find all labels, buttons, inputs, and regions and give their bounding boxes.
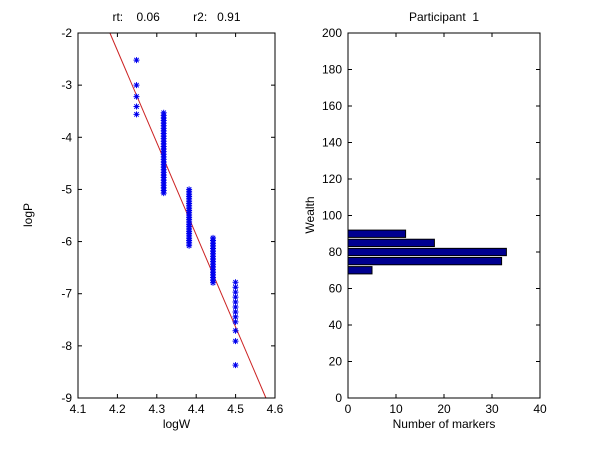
svg-text:0: 0 [335, 391, 342, 405]
right-plot-title: Participant 1 [408, 10, 480, 24]
svg-text:4.3: 4.3 [148, 402, 165, 416]
svg-text:100: 100 [322, 209, 342, 223]
svg-text:20: 20 [437, 402, 451, 416]
svg-text:4.6: 4.6 [267, 402, 284, 416]
svg-text:80: 80 [329, 245, 343, 259]
svg-text:140: 140 [322, 136, 342, 150]
right-xaxis-label: Number of markers [392, 417, 496, 431]
bar-wealth-80 [347, 247, 507, 257]
svg-text:60: 60 [329, 282, 343, 296]
svg-text:0: 0 [345, 402, 352, 416]
svg-text:-7: -7 [61, 287, 72, 301]
svg-text:-6: -6 [61, 235, 72, 249]
svg-text:-5: -5 [61, 182, 72, 196]
svg-text:4.4: 4.4 [188, 402, 205, 416]
svg-text:120: 120 [322, 172, 342, 186]
bar-wealth-70 [347, 266, 373, 275]
svg-text:200: 200 [322, 26, 342, 40]
svg-text:-8: -8 [61, 339, 72, 353]
svg-text:160: 160 [322, 99, 342, 113]
svg-text:30: 30 [485, 402, 499, 416]
svg-text:40: 40 [329, 318, 343, 332]
bar-wealth-85 [347, 238, 435, 248]
bar-chart-wealth-histogram: 0 10 20 30 40 0 20 40 60 80 100 120 140 160 180 200 [322, 26, 547, 416]
svg-text:4.5: 4.5 [227, 402, 244, 416]
left-plot-title: rt: 0.06 r2: 0.91 [112, 10, 241, 24]
svg-text:10: 10 [389, 402, 403, 416]
svg-text:-9: -9 [61, 391, 72, 405]
bar-wealth-75 [347, 256, 503, 266]
svg-text:4.1: 4.1 [70, 402, 87, 416]
svg-text:-3: -3 [61, 78, 72, 92]
bar-wealth-90 [347, 229, 407, 238]
scatter-plot-logp-vs-logw: 4.1 4.2 4.3 4.4 4.5 4.6 -9 -8 -7 -6 -5 -4 -3 -2 [61, 26, 283, 416]
svg-text:4.2: 4.2 [109, 402, 126, 416]
svg-text:180: 180 [322, 63, 342, 77]
svg-text:-2: -2 [61, 26, 72, 40]
svg-text:40: 40 [533, 402, 547, 416]
svg-text:-4: -4 [61, 130, 72, 144]
svg-text:20: 20 [329, 355, 343, 369]
left-xaxis-label: logW [162, 417, 191, 431]
